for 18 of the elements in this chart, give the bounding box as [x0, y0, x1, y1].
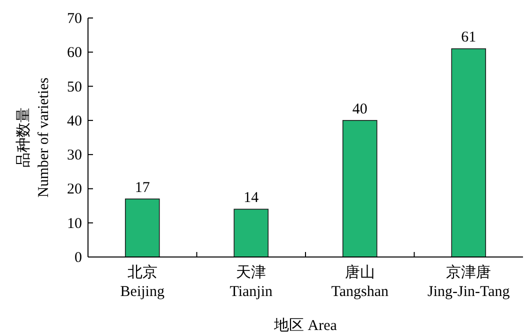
y-axis-title: 品种数量 Number of varieties	[15, 77, 52, 198]
y-tick-label: 60	[67, 45, 82, 62]
x-tick-label: 唐山 Tangshan	[331, 264, 389, 300]
y-tick-label: 20	[67, 182, 82, 198]
data-label: 61	[461, 30, 476, 46]
x-tick-label: 京津唐 Jing-Jin-Tang	[427, 264, 510, 300]
y-tick-label: 50	[67, 79, 82, 96]
data-label: 14	[244, 190, 260, 206]
x-tick-label: 天津 Tianjin	[230, 264, 274, 300]
y-tick-label: 70	[67, 11, 82, 27]
y-tick-label: 30	[67, 148, 82, 164]
y-tick-label: 40	[67, 113, 82, 130]
x-tick-label: 北京 Beijing	[120, 264, 165, 300]
y-tick-label: 10	[67, 216, 82, 232]
y-tick-label: 0	[74, 250, 82, 266]
data-label: 17	[134, 180, 150, 196]
x-axis-title: 地区 Area	[273, 317, 338, 334]
data-label: 40	[352, 101, 368, 118]
